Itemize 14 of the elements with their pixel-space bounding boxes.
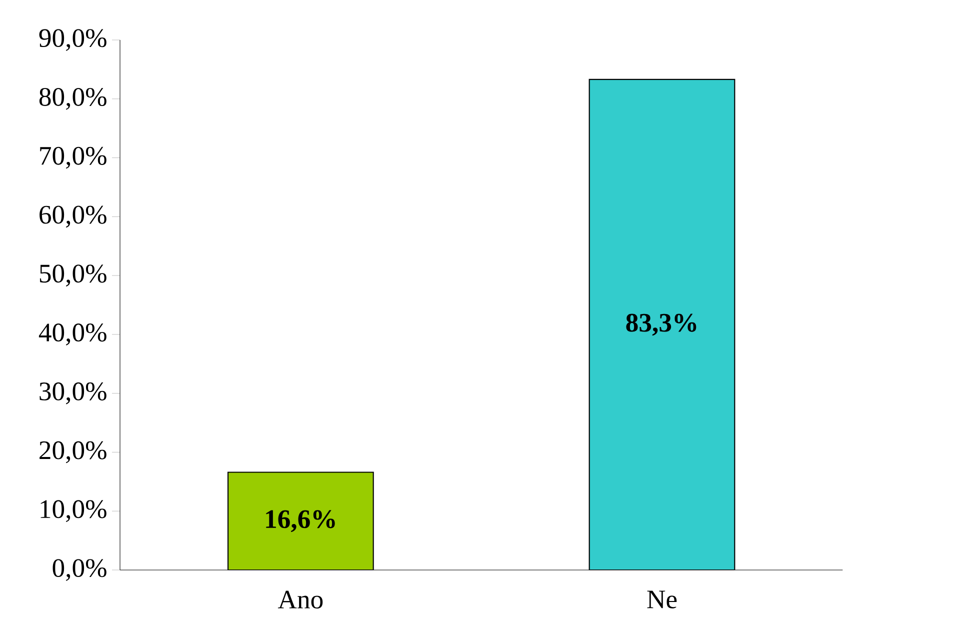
y-tick-label: 60,0% (40, 206, 106, 228)
x-tick-label: Ne (647, 590, 677, 608)
x-tick-label: Ano (278, 590, 323, 609)
y-tick-label: 40,0% (38, 324, 106, 346)
y-tick-label: 80,0% (39, 88, 106, 110)
y-tick-label: 0,0% (52, 559, 106, 581)
y-tick-label: 30,0% (40, 382, 106, 404)
y-tick-label: 70,0% (40, 146, 106, 169)
y-tick-label: 90,0% (39, 29, 106, 51)
data-label: 16,6% (266, 510, 335, 532)
y-tick-label: 50,0% (40, 264, 106, 286)
data-label: 83,3% (626, 314, 696, 336)
y-tick-label: 10,0% (40, 500, 106, 522)
y-tick-label: 20,0% (40, 441, 106, 464)
